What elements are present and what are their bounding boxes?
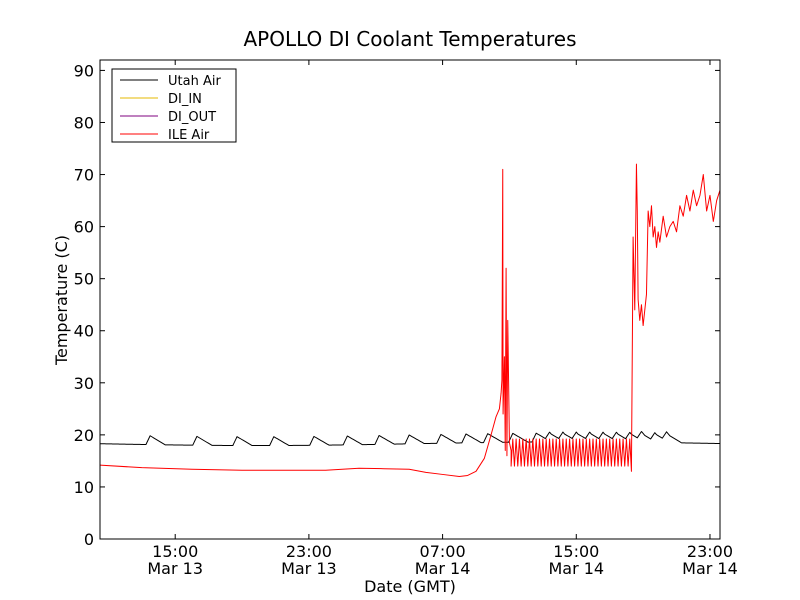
legend-label-ile-air: ILE Air <box>168 128 210 143</box>
x-tick-label-time-3: 15:00 <box>553 542 599 561</box>
x-axis-label: Date (GMT) <box>364 577 456 596</box>
legend-box <box>111 68 237 143</box>
x-tick-label-time-4: 23:00 <box>687 542 733 561</box>
y-tick-label-0: 0 <box>84 530 94 549</box>
series-line-utah-air <box>100 430 720 447</box>
y-tick-label-60: 60 <box>74 218 94 237</box>
y-tick-label-80: 80 <box>74 113 94 132</box>
y-tick-label-20: 20 <box>74 426 94 445</box>
x-tick-label-time-2: 07:00 <box>420 542 466 561</box>
x-tick-label-date-3: Mar 14 <box>548 559 604 578</box>
series-line-ile-air <box>100 163 720 478</box>
y-tick-label-30: 30 <box>74 374 94 393</box>
x-tick-label-date-2: Mar 14 <box>415 559 471 578</box>
y-axis-label: Temperature (C) <box>52 235 71 366</box>
legend-label-utah-air: Utah Air <box>168 74 221 89</box>
y-tick-label-40: 40 <box>74 322 94 341</box>
y-tick-label-50: 50 <box>74 270 94 289</box>
series-layer <box>100 163 720 478</box>
x-tick-label-date-4: Mar 14 <box>682 559 738 578</box>
legend-label-di-in: DI_IN <box>168 92 202 107</box>
x-tick-label-time-1: 23:00 <box>286 542 332 561</box>
x-tick-label-date-1: Mar 13 <box>281 559 337 578</box>
plot-frame <box>99 59 721 540</box>
x-tick-label-date-0: Mar 13 <box>147 559 203 578</box>
x-tick-label-time-0: 15:00 <box>152 542 198 561</box>
y-tick-label-90: 90 <box>74 61 94 80</box>
y-tick-label-70: 70 <box>74 166 94 185</box>
legend-label-di-out: DI_OUT <box>168 110 216 125</box>
legend: Utah Air DI_IN DI_OUT ILE Air <box>111 68 237 143</box>
y-tick-label-10: 10 <box>74 478 94 497</box>
chart-title: APOLLO DI Coolant Temperatures <box>243 27 576 51</box>
